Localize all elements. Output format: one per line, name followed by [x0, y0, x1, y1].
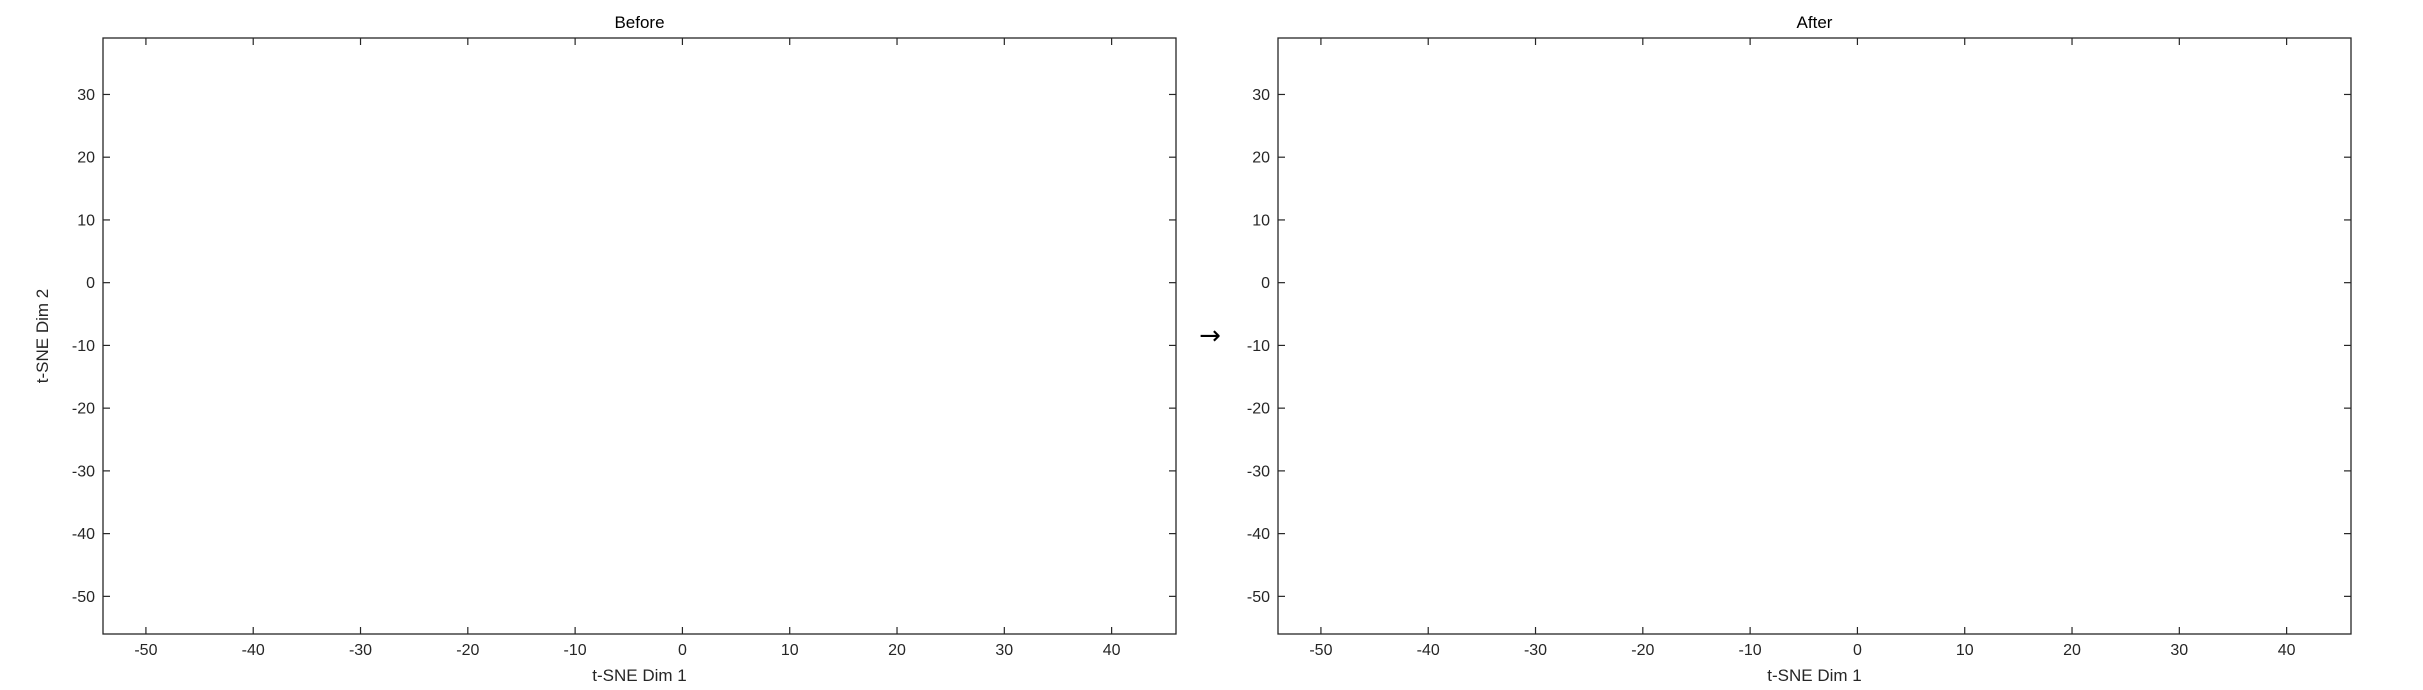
x-tick-label: 40	[1103, 642, 1121, 659]
y-tick-label: 30	[77, 87, 95, 104]
x-axis-label: t-SNE Dim 1	[592, 666, 686, 685]
data-point	[2073, 7, 2081, 15]
axes-frame	[1277, 37, 2352, 635]
y-tick-label: 20	[77, 150, 95, 167]
x-tick-label: -40	[242, 642, 265, 659]
data-point	[1861, 638, 1869, 646]
chart-title: After	[1797, 13, 1833, 32]
x-tick-label: 0	[678, 642, 687, 659]
y-tick-label: 20	[1252, 150, 1270, 167]
x-axis-label: t-SNE Dim 1	[1767, 666, 1861, 685]
transition-arrow: →	[1199, 321, 1221, 351]
x-tick-label: -30	[1524, 642, 1547, 659]
x-tick-label: 30	[995, 642, 1013, 659]
y-tick-label: 10	[77, 212, 95, 229]
y-tick-label: -50	[1247, 589, 1270, 606]
x-tick-label: -10	[1739, 642, 1762, 659]
x-tick-label: 20	[2063, 642, 2081, 659]
y-tick-label: -20	[1247, 401, 1270, 418]
data-point	[2357, 173, 2365, 181]
x-tick-label: 40	[2278, 642, 2296, 659]
y-tick-label: 0	[86, 275, 95, 292]
y-tick-label: -30	[72, 463, 95, 480]
x-tick-label: 20	[888, 642, 906, 659]
y-axis-label: t-SNE Dim 2	[33, 289, 52, 383]
y-tick-label: -40	[72, 526, 95, 543]
x-tick-label: -30	[349, 642, 372, 659]
y-tick-label: -10	[1247, 338, 1270, 355]
x-tick-label: -20	[1631, 642, 1654, 659]
x-tick-label: -50	[134, 642, 157, 659]
data-point	[1189, 111, 1197, 119]
y-tick-label: -20	[72, 401, 95, 418]
data-point	[1195, 131, 1203, 139]
panel-after: -50 -40 -30 -20 -10 0 10 20 30 40 -50 -40 -30 -20 -10 0…	[1247, 7, 2365, 685]
y-tick-label: -10	[72, 338, 95, 355]
x-tick-label: -10	[564, 642, 587, 659]
x-tick-label: 10	[1956, 642, 1974, 659]
x-tick-label: 30	[2170, 642, 2188, 659]
y-tick-label: -50	[72, 589, 95, 606]
x-tick-label: -40	[1417, 642, 1440, 659]
x-tick-label: -20	[456, 642, 479, 659]
y-tick-label: 30	[1252, 87, 1270, 104]
data-point	[1179, 171, 1187, 179]
y-tick-label: -40	[1247, 526, 1270, 543]
axes-frame	[102, 37, 1177, 635]
x-tick-label: -50	[1309, 642, 1332, 659]
chart-title: Before	[614, 13, 664, 32]
y-tick-label: 0	[1261, 275, 1270, 292]
y-tick-label: -30	[1247, 463, 1270, 480]
data-point	[1904, 633, 1909, 634]
data-point	[797, 0, 805, 6]
x-tick-label: 10	[781, 642, 799, 659]
x-tick-label: 0	[1853, 642, 1862, 659]
panel-before: -50 -40 -30 -20 -10 0 10 20 30 40 -50 -40 -30 -20 -10 0…	[33, 0, 1203, 685]
y-tick-label: 10	[1252, 212, 1270, 229]
data-point	[2001, 27, 2009, 35]
